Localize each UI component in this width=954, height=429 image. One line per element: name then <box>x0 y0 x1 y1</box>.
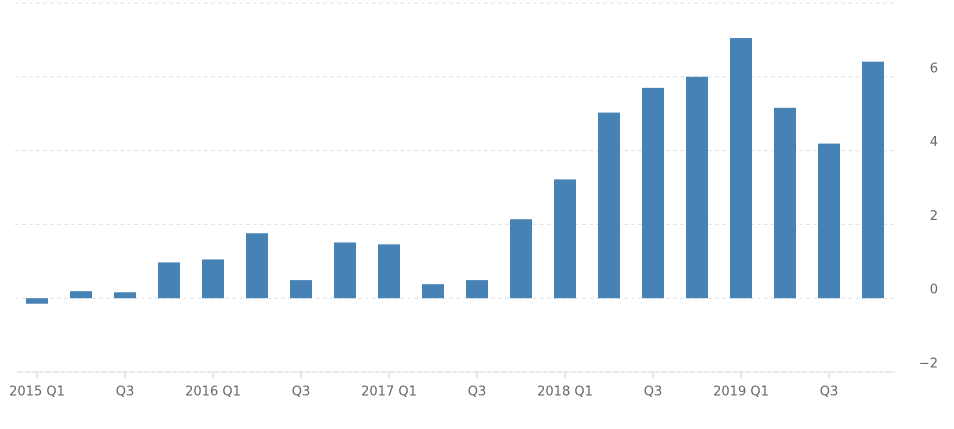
y-tick-label: 6 <box>930 61 938 76</box>
bar <box>774 107 796 299</box>
bar <box>818 143 840 299</box>
x-tick-label: 2017 Q1 <box>361 385 417 400</box>
bar <box>70 291 92 299</box>
bar <box>26 298 48 304</box>
bar <box>422 284 444 299</box>
x-tick-label: Q3 <box>292 385 311 400</box>
bar <box>686 76 708 299</box>
bar <box>466 280 488 299</box>
x-tick-label: Q3 <box>644 385 663 400</box>
bar <box>642 87 664 299</box>
bar <box>862 61 884 299</box>
bar <box>598 112 620 299</box>
bar <box>290 280 312 299</box>
x-tick-label: Q3 <box>116 385 135 400</box>
bar <box>378 244 400 299</box>
x-tick-label: 2018 Q1 <box>537 385 593 400</box>
y-tick-label: 4 <box>930 135 938 150</box>
bar <box>158 262 180 299</box>
bar <box>730 38 752 299</box>
bar <box>202 259 224 299</box>
x-tick-label: 2015 Q1 <box>9 385 65 400</box>
bar <box>246 233 268 299</box>
x-tick-label: Q3 <box>468 385 487 400</box>
x-tick-label: Q3 <box>820 385 839 400</box>
bar <box>334 242 356 299</box>
bar <box>554 179 576 299</box>
x-tick-label: 2019 Q1 <box>713 385 769 400</box>
x-tick-label: 2016 Q1 <box>185 385 241 400</box>
y-tick-label: 2 <box>930 209 938 224</box>
y-tick-label: 0 <box>930 283 938 298</box>
bar <box>114 292 136 299</box>
y-tick-label: −2 <box>919 357 938 372</box>
bar <box>510 219 532 299</box>
